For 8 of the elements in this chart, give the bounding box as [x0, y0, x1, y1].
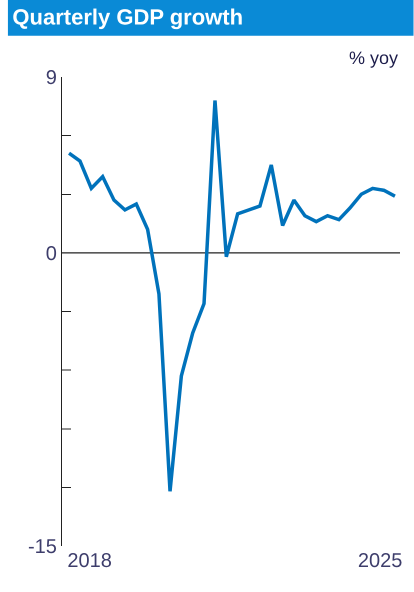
y-tick-label: 9 [46, 67, 57, 89]
line-series [67, 98, 397, 494]
y-tick-label: 0 [46, 242, 57, 265]
chart-title: Quarterly GDP growth [12, 4, 244, 30]
x-tick-label: 2018 [67, 550, 112, 572]
x-tick-label: 2025 [358, 550, 402, 572]
y-tick-label: -15 [28, 536, 57, 558]
y-axis-title: % yoy [349, 48, 398, 68]
